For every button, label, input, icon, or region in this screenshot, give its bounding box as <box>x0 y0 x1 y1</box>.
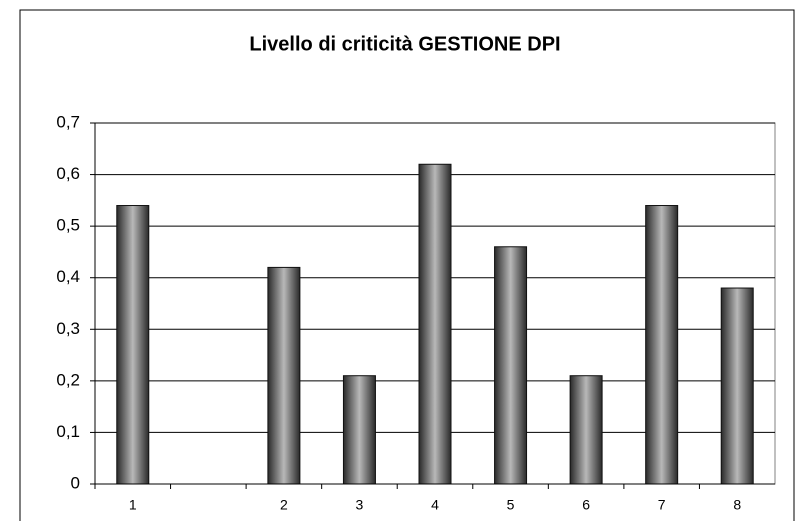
y-tick-label: 0,6 <box>56 164 80 183</box>
y-tick-label: 0 <box>71 473 80 492</box>
x-tick-label: 6 <box>582 497 590 513</box>
bar <box>645 205 679 485</box>
bar <box>342 375 376 485</box>
bar <box>267 266 301 485</box>
bar <box>494 246 528 485</box>
chart-title: Livello di criticità GESTIONE DPI <box>249 33 560 55</box>
x-tick-label: 7 <box>658 497 666 513</box>
x-tick-label: 3 <box>356 497 364 513</box>
bar <box>116 205 150 485</box>
y-tick-label: 0,1 <box>56 422 80 441</box>
x-tick-label: 2 <box>280 497 288 513</box>
bar <box>418 163 452 485</box>
y-tick-label: 0,7 <box>56 112 80 131</box>
chart-frame <box>19 9 795 521</box>
x-tick-label: 5 <box>507 497 515 513</box>
y-tick-label: 0,5 <box>56 216 80 235</box>
x-tick-label: 1 <box>129 497 137 513</box>
x-tick-label: 8 <box>733 497 741 513</box>
y-tick-label: 0,4 <box>56 267 80 286</box>
y-tick-label: 0,3 <box>56 319 80 338</box>
bar <box>569 375 603 485</box>
x-tick-label: 4 <box>431 497 439 513</box>
y-tick-label: 0,2 <box>56 370 80 389</box>
bar <box>720 287 754 485</box>
